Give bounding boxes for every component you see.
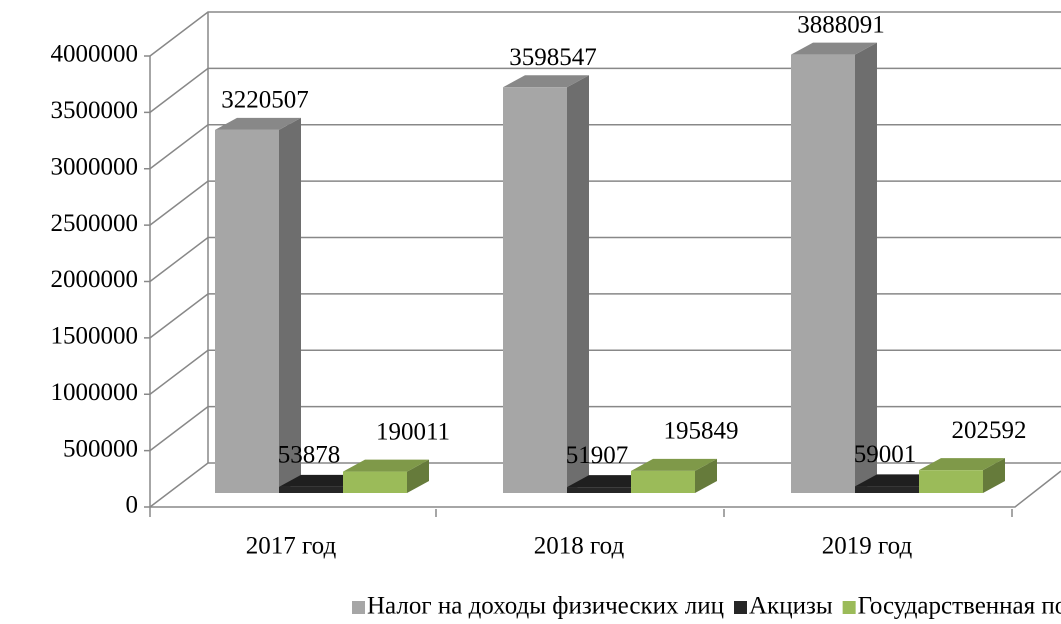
- x-tick-label: 2017 год: [246, 533, 337, 560]
- bar: [567, 487, 631, 493]
- bar-side: [407, 459, 429, 493]
- y-tick-label: 2500000: [51, 210, 139, 237]
- bar: [855, 486, 919, 493]
- data-label: 3220507: [221, 87, 309, 114]
- data-label: 3598547: [509, 44, 597, 71]
- bar-side: [567, 75, 589, 493]
- bar-side: [983, 458, 1005, 493]
- legend-label: Государственная пошлина: [858, 593, 1061, 620]
- bar: [631, 470, 695, 493]
- grid-line: [149, 462, 1061, 508]
- bar-side: [855, 42, 877, 494]
- bar-side: [279, 117, 301, 494]
- grid-line: [149, 405, 1061, 452]
- bar-top: [343, 459, 429, 472]
- legend-label: Налог на доходы физических лиц: [367, 593, 724, 620]
- bar: [279, 486, 343, 493]
- x-tick-label: 2018 год: [534, 533, 625, 560]
- grid-line: [149, 293, 1061, 339]
- data-label: 195849: [664, 418, 739, 445]
- bar: [919, 470, 983, 493]
- grid-line: [149, 180, 1061, 226]
- grid-line: [149, 67, 1061, 113]
- grid-line: [149, 236, 1061, 283]
- bar: [343, 471, 407, 493]
- x-tick-label: 2019 год: [822, 533, 913, 560]
- y-tick-label: 1000000: [51, 379, 139, 406]
- data-label: 59001: [854, 441, 917, 468]
- y-tick-label: 0: [126, 492, 139, 519]
- bar-side: [695, 458, 717, 493]
- bar-top: [791, 42, 877, 55]
- grid-line: [149, 11, 1061, 57]
- grid-line: [149, 349, 1061, 395]
- bar-top: [503, 75, 589, 88]
- legend-swatch: [842, 601, 856, 614]
- data-label: 202592: [952, 417, 1027, 444]
- grid-line: [149, 124, 1061, 170]
- bar-top: [919, 458, 1005, 471]
- y-tick-label: 3500000: [51, 97, 139, 124]
- data-label: 53878: [278, 442, 341, 469]
- bar: [791, 54, 855, 494]
- data-label: 51907: [566, 442, 629, 469]
- data-label: 3888091: [797, 11, 885, 38]
- legend-label: Акцизы: [749, 593, 833, 620]
- data-label: 190011: [376, 418, 450, 445]
- y-tick-label: 4000000: [51, 41, 139, 68]
- bar-top: [631, 458, 717, 471]
- bar: [215, 129, 279, 494]
- y-tick-label: 500000: [63, 435, 138, 462]
- bar: [503, 87, 567, 493]
- y-tick-label: 1500000: [51, 323, 139, 350]
- y-tick-label: 2000000: [51, 266, 139, 293]
- legend-swatch: [734, 601, 747, 614]
- y-tick-label: 3000000: [51, 153, 139, 180]
- bar-top: [215, 117, 301, 130]
- floor-edge: [150, 470, 1061, 508]
- legend-swatch: [352, 601, 365, 614]
